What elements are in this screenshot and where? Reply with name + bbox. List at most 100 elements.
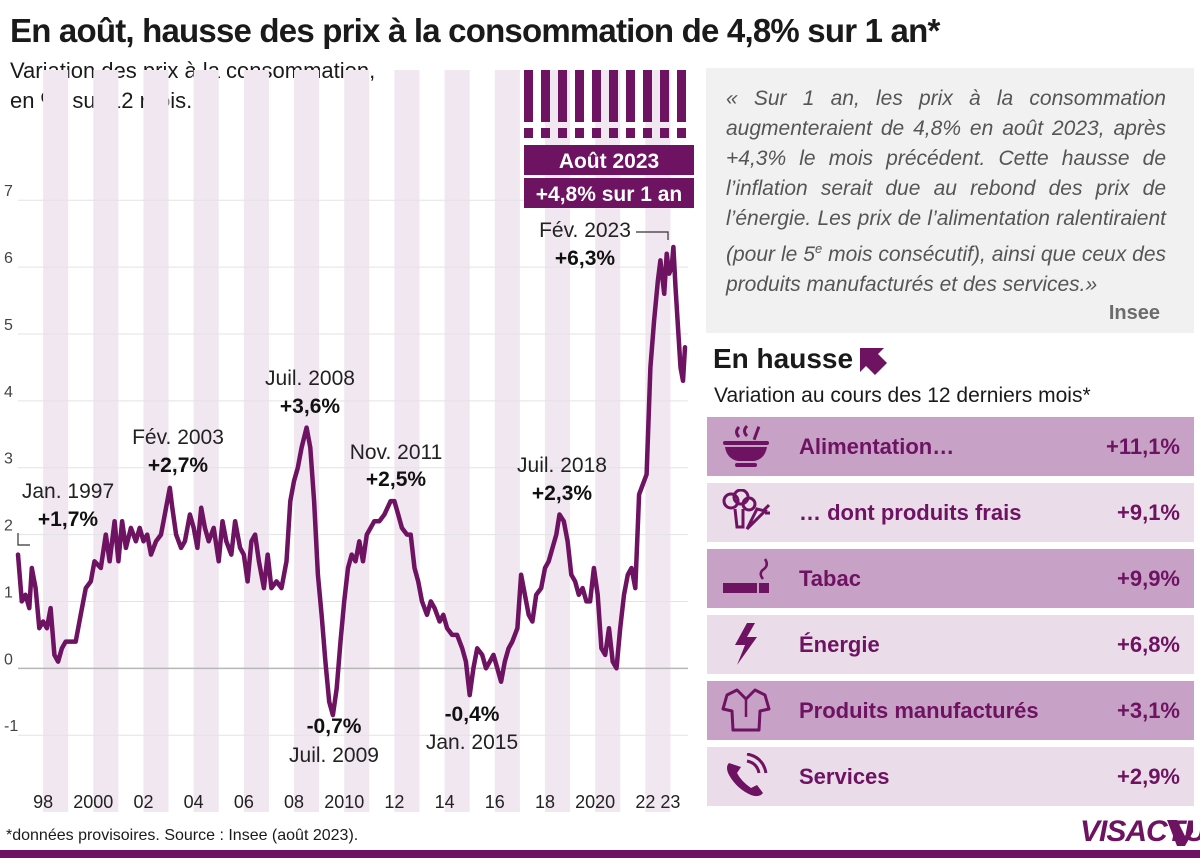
x-tick-label: 02 bbox=[133, 792, 153, 812]
annotation-leader bbox=[636, 231, 669, 240]
lightning-icon bbox=[735, 623, 757, 665]
category-row-produits-manufactures: Produits manufacturés +3,1% bbox=[707, 681, 1194, 740]
annotation-label: Juil. 2009 bbox=[289, 744, 379, 767]
barcode-bar bbox=[541, 128, 550, 138]
annotation-label: Fév. 2023 bbox=[539, 219, 631, 242]
vegetables-icon bbox=[722, 489, 771, 531]
source-note: *données provisoires. Source : Insee (ao… bbox=[6, 827, 359, 844]
category-row-services: Services +2,9% bbox=[707, 747, 1194, 806]
category-label: Tabac bbox=[799, 566, 861, 591]
quote-source: Insee bbox=[1108, 302, 1160, 324]
quote-text-main: « Sur 1 an, les prix à la consommation a… bbox=[726, 87, 1166, 266]
y-tick-label: -1 bbox=[4, 718, 18, 735]
x-tick-label: 98 bbox=[33, 792, 53, 812]
annotation-value: +3,6% bbox=[280, 395, 340, 418]
annotation-label: Fév. 2003 bbox=[132, 426, 224, 449]
annotation-value: +2,3% bbox=[532, 482, 592, 505]
category-label: … dont produits frais bbox=[799, 500, 1022, 525]
quote-text: « Sur 1 an, les prix à la consommation a… bbox=[726, 84, 1166, 300]
arrow-up-left-icon bbox=[860, 348, 887, 375]
annotation-label: Jan. 2015 bbox=[426, 731, 518, 754]
annotation: Fév. 2023 +6,3% bbox=[539, 219, 631, 270]
highlight-date: Août 2023 bbox=[559, 150, 659, 173]
year-stripe bbox=[344, 70, 370, 812]
barcode-bar bbox=[575, 128, 584, 138]
highlight-callout: Août 2023 +4,8% sur 1 an bbox=[524, 145, 694, 208]
barcode-bar bbox=[592, 70, 601, 122]
highlight-value-badge bbox=[524, 178, 694, 208]
barcode-bar bbox=[677, 70, 686, 122]
cigarette-icon bbox=[723, 558, 769, 593]
category-row-tabac: Tabac +9,9% bbox=[707, 549, 1194, 608]
series-line bbox=[15, 244, 688, 718]
y-tick-label: 3 bbox=[4, 451, 13, 468]
barcode-bar bbox=[660, 70, 669, 122]
highlight-barcode bbox=[524, 70, 686, 138]
barcode-bar bbox=[558, 128, 567, 138]
barcode-bar bbox=[643, 128, 652, 138]
year-stripe bbox=[243, 70, 269, 812]
annotation: Jan. 2015 -0,4% bbox=[426, 703, 518, 754]
x-tick-label: 14 bbox=[435, 792, 455, 812]
category-row-alimentation: Alimentation… +11,1% bbox=[707, 417, 1194, 476]
barcode-bar bbox=[575, 70, 584, 122]
annotation-value: +2,7% bbox=[148, 454, 208, 477]
x-tick-label: 08 bbox=[284, 792, 304, 812]
year-stripe bbox=[294, 70, 320, 812]
annotation-label: Nov. 2011 bbox=[350, 441, 443, 464]
hausse-title: En hausse bbox=[713, 343, 854, 374]
annotation-label: Jan. 1997 bbox=[22, 480, 114, 503]
annotation-leader bbox=[17, 533, 30, 546]
x-tick-label: 23 bbox=[660, 792, 680, 812]
year-stripe bbox=[93, 70, 119, 812]
logo-mark-icon bbox=[1167, 820, 1193, 846]
barcode-bar bbox=[609, 128, 618, 138]
category-label: Produits manufacturés bbox=[799, 698, 1039, 723]
bowl-icon bbox=[723, 424, 769, 467]
quote-text-end: mois consécutif), ainsi que ceux des pro… bbox=[726, 243, 1166, 296]
barcode-bar bbox=[524, 70, 533, 122]
barcode-bar bbox=[558, 70, 567, 122]
x-tick-label: 22 bbox=[635, 792, 655, 812]
annotation: Jan. 1997 +1,7% bbox=[22, 480, 114, 531]
x-tick-label: 2020 bbox=[575, 792, 615, 812]
hausse-subtitle: Variation au cours des 12 derniers mois* bbox=[714, 384, 1091, 407]
annotation: Juil. 2018 +2,3% bbox=[517, 454, 607, 505]
annotation: Fév. 2003 +2,7% bbox=[132, 426, 224, 477]
y-tick-label: 0 bbox=[4, 651, 13, 668]
y-tick-label: 4 bbox=[4, 384, 13, 401]
year-stripe bbox=[193, 70, 219, 812]
year-stripe bbox=[43, 70, 69, 812]
quote-text-sup: e bbox=[814, 241, 823, 256]
x-tick-label: 18 bbox=[535, 792, 555, 812]
phone-icon bbox=[727, 753, 768, 797]
annotation-value: +2,5% bbox=[366, 468, 426, 491]
category-row-produits-frais: … dont produits frais +9,1% bbox=[707, 483, 1194, 542]
x-tick-label: 2000 bbox=[73, 792, 113, 812]
barcode-bar bbox=[609, 70, 618, 122]
y-tick-label: 1 bbox=[4, 584, 13, 601]
annotation-value: -0,4% bbox=[445, 703, 500, 726]
category-label: Alimentation… bbox=[799, 434, 955, 459]
annotation-value: +6,3% bbox=[555, 247, 615, 270]
barcode-bar bbox=[541, 70, 550, 122]
year-stripe bbox=[494, 70, 520, 812]
category-value: +6,8% bbox=[1117, 631, 1180, 657]
barcode-bar bbox=[677, 128, 686, 138]
shirt-icon bbox=[721, 688, 771, 732]
bottom-bar bbox=[0, 850, 1200, 858]
barcode-bar bbox=[592, 128, 601, 138]
x-tick-label: 12 bbox=[384, 792, 404, 812]
annotation: Juil. 2008 +3,6% bbox=[265, 367, 355, 418]
category-value: +9,1% bbox=[1117, 499, 1180, 525]
y-tick-label: 7 bbox=[4, 183, 13, 200]
annotation: Nov. 2011 +2,5% bbox=[350, 441, 443, 491]
quote-box: « Sur 1 an, les prix à la consommation a… bbox=[706, 68, 1194, 333]
category-value: +2,9% bbox=[1117, 763, 1180, 789]
barcode-bar bbox=[626, 70, 635, 122]
category-value: +11,1% bbox=[1105, 433, 1180, 459]
annotation: Juil. 2009 -0,7% bbox=[289, 715, 379, 767]
annotation-label: Juil. 2008 bbox=[265, 367, 355, 390]
barcode-bar bbox=[643, 70, 652, 122]
